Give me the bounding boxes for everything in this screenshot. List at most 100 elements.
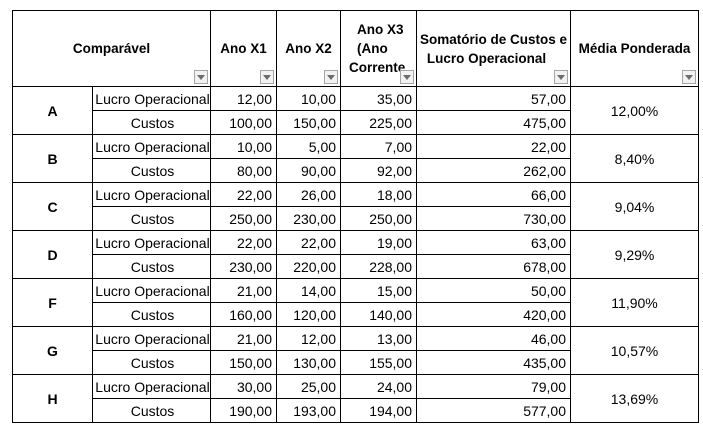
chevron-down-icon (403, 74, 412, 80)
cell-x1: 230,00 (210, 254, 278, 279)
cell-x3: 18,00 (340, 182, 418, 207)
cell-x2: 220,00 (276, 254, 342, 279)
table-row: B Lucro Operacional 10,00 5,00 7,00 22,0… (12, 134, 700, 183)
cell-sum: 57,00 (416, 86, 572, 111)
filter-dropdown-icon[interactable] (260, 70, 275, 84)
cell-x3: 155,00 (340, 350, 418, 375)
table-row: D Lucro Operacional 22,00 22,00 19,00 63… (12, 230, 700, 279)
row-label-costs: Custos (91, 110, 212, 135)
cell-x1: 21,00 (210, 326, 278, 351)
table-row: H Lucro Operacional 30,00 25,00 24,00 79… (12, 374, 700, 423)
cell-sum: 63,00 (416, 230, 572, 255)
cell-media: 8,40% (570, 134, 700, 183)
cell-x2: 5,00 (276, 134, 342, 159)
row-label-profit: Lucro Operacional (91, 374, 212, 399)
header-ano-x3: Ano X3 (Ano Corrente (340, 10, 418, 87)
cell-x3: 225,00 (340, 110, 418, 135)
header-somatorio-line2: Lucro Operacional (426, 50, 547, 66)
table-row: A Lucro Operacional 12,00 10,00 35,00 57… (12, 86, 700, 135)
cell-sum: 678,00 (416, 254, 572, 279)
cell-x3: 15,00 (340, 278, 418, 303)
cell-sum: 79,00 (416, 374, 572, 399)
table-row: Custos 230,00 220,00 228,00 678,00 (13, 254, 699, 279)
row-label-profit: Lucro Operacional (91, 182, 212, 207)
cell-x1: 150,00 (210, 350, 278, 375)
comparable-letter: B (12, 134, 93, 183)
filter-dropdown-icon[interactable] (554, 70, 569, 84)
cell-x2: 120,00 (276, 302, 342, 327)
cell-sum: 66,00 (416, 182, 572, 207)
header-row: Comparável Ano X1 Ano X2 Ano X3 (Ano Cor… (11, 10, 700, 87)
header-ano-x3-line1: Ano X3 (357, 22, 404, 37)
cell-x2: 150,00 (276, 110, 342, 135)
filter-dropdown-icon[interactable] (400, 70, 415, 84)
cell-sum: 46,00 (416, 326, 572, 351)
cell-x2: 10,00 (276, 86, 342, 111)
filter-dropdown-icon[interactable] (682, 70, 697, 84)
cell-sum: 730,00 (416, 206, 572, 231)
header-comparavel: Comparável (11, 10, 212, 87)
chevron-down-icon (327, 74, 336, 80)
cell-x3: 35,00 (340, 86, 418, 111)
comparable-letter: H (12, 374, 93, 423)
chevron-down-icon (197, 74, 206, 80)
cell-x2: 12,00 (276, 326, 342, 351)
cell-x3: 250,00 (340, 206, 418, 231)
comparable-letter: D (12, 230, 93, 279)
header-ano-x1: Ano X1 (210, 10, 278, 87)
cell-media: 9,29% (570, 230, 700, 279)
cell-sum: 262,00 (416, 158, 572, 183)
row-label-costs: Custos (91, 254, 212, 279)
header-ano-x3-line2: (Ano (357, 41, 388, 56)
table-row: G Lucro Operacional 21,00 12,00 13,00 46… (12, 326, 700, 375)
cell-x3: 19,00 (340, 230, 418, 255)
cell-x3: 7,00 (340, 134, 418, 159)
cell-x2: 130,00 (276, 350, 342, 375)
header-ano-x2-label: Ano X2 (285, 41, 332, 56)
row-label-profit: Lucro Operacional (91, 326, 212, 351)
cell-x1: 10,00 (210, 134, 278, 159)
header-ano-x2: Ano X2 (276, 10, 342, 87)
row-label-costs: Custos (91, 206, 212, 231)
comparable-letter: F (12, 278, 93, 327)
row-label-costs: Custos (91, 350, 212, 375)
comparable-letter: C (12, 182, 93, 231)
cell-x2: 193,00 (276, 398, 342, 423)
cell-x3: 140,00 (340, 302, 418, 327)
row-label-costs: Custos (91, 158, 212, 183)
table-body: A Lucro Operacional 12,00 10,00 35,00 57… (12, 86, 700, 423)
cell-x2: 230,00 (276, 206, 342, 231)
header-media-ponderada-label: Média Ponderada (578, 41, 691, 56)
table-row: C Lucro Operacional 22,00 26,00 18,00 66… (12, 182, 700, 231)
row-label-profit: Lucro Operacional (91, 86, 212, 111)
cell-x3: 194,00 (340, 398, 418, 423)
header-ano-x1-label: Ano X1 (220, 41, 267, 56)
row-label-profit: Lucro Operacional (91, 278, 212, 303)
cell-x3: 24,00 (340, 374, 418, 399)
cell-x1: 30,00 (210, 374, 278, 399)
cell-sum: 577,00 (416, 398, 572, 423)
cell-x1: 22,00 (210, 230, 278, 255)
cell-x2: 14,00 (276, 278, 342, 303)
row-label-costs: Custos (91, 398, 212, 423)
cell-x2: 25,00 (276, 374, 342, 399)
cell-x1: 80,00 (210, 158, 278, 183)
header-comparavel-label: Comparável (72, 41, 151, 56)
cell-sum: 22,00 (416, 134, 572, 159)
header-ano-x3-line3: Corrente (349, 60, 406, 75)
table-header: Comparável Ano X1 Ano X2 Ano X3 (Ano Cor… (11, 10, 700, 87)
comparables-table: Comparável Ano X1 Ano X2 Ano X3 (Ano Cor… (11, 10, 700, 423)
table-row: Custos 190,00 193,00 194,00 577,00 (13, 398, 699, 423)
cell-x1: 21,00 (210, 278, 278, 303)
cell-x1: 190,00 (210, 398, 278, 423)
table-row: Custos 100,00 150,00 225,00 475,00 (13, 110, 699, 135)
header-media-ponderada: Média Ponderada (570, 10, 700, 87)
filter-dropdown-icon[interactable] (324, 70, 339, 84)
cell-x1: 12,00 (210, 86, 278, 111)
filter-dropdown-icon[interactable] (194, 70, 209, 84)
cell-media: 10,57% (570, 326, 700, 375)
cell-x1: 250,00 (210, 206, 278, 231)
chevron-down-icon (557, 74, 566, 80)
row-label-costs: Custos (91, 302, 212, 327)
cell-media: 9,04% (570, 182, 700, 231)
